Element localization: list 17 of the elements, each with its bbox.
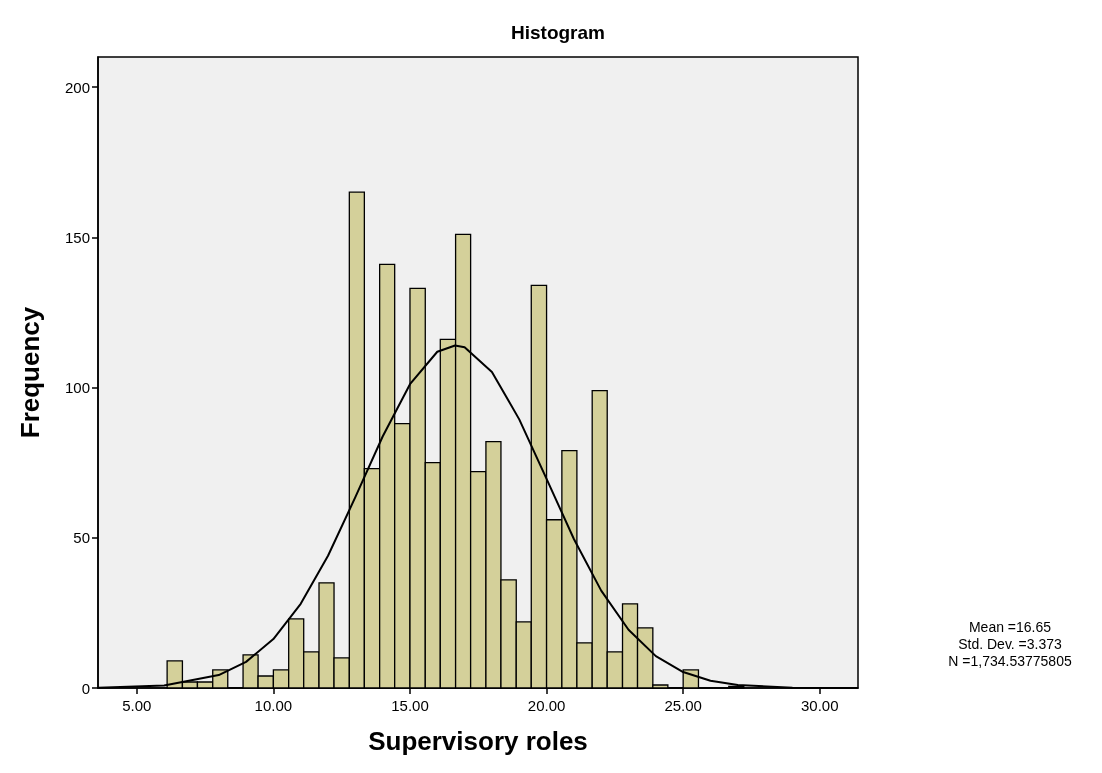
- x-tick-label: 5.00: [122, 697, 152, 714]
- chart-title: Histogram: [511, 22, 605, 43]
- text: Mean =16.65: [968, 619, 1052, 635]
- x-axis-title: Supervisory roles: [368, 726, 588, 756]
- y-tick-label: 100: [64, 379, 90, 397]
- x-tick-label: 25.00: [664, 697, 702, 714]
- y-tick-label: 50: [73, 529, 90, 547]
- x-tick-label: 10.00: [254, 697, 293, 714]
- x-tick-label: 15.00: [391, 697, 429, 714]
- y-tick-label: 0: [81, 679, 90, 697]
- text: N =1,734.53775805: [948, 653, 1072, 669]
- y-tick-label: 200: [64, 78, 90, 96]
- text: Std. Dev. =3.373: [958, 636, 1063, 652]
- y-axis-title: Frequency: [15, 306, 45, 439]
- x-tick-label: 20.00: [527, 697, 566, 714]
- x-tick-label: 30.00: [800, 697, 839, 714]
- y-tick-label: 150: [64, 228, 90, 246]
